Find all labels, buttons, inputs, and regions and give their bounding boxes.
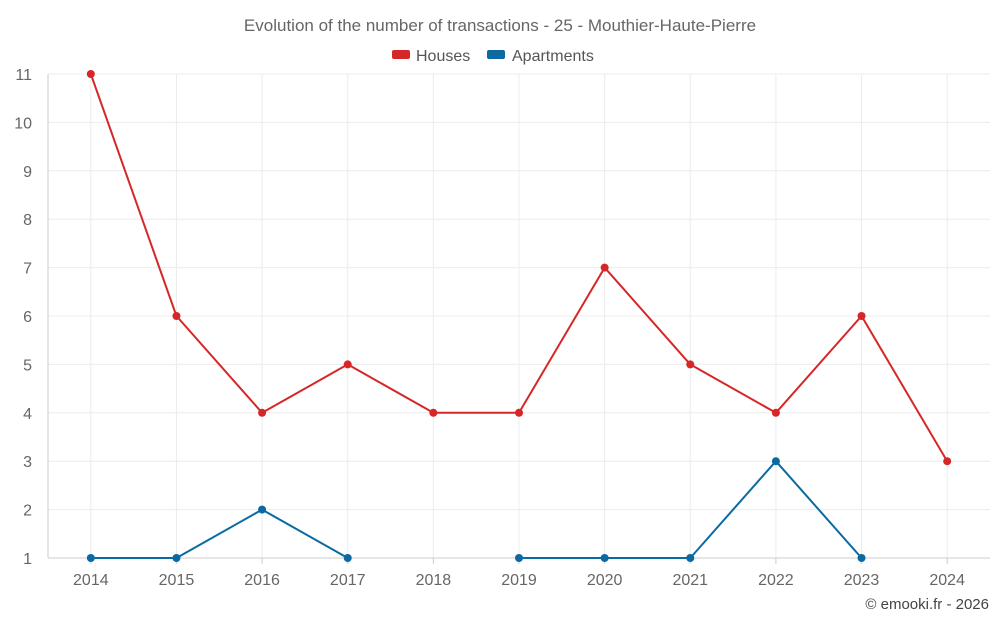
data-point-apartments[interactable]	[258, 505, 267, 514]
x-axis-labels: 2014 2015 2016 2017 2018 2019 2020 2021 2022 2023…	[73, 572, 965, 589]
legend-label-apartments[interactable]: Apartments	[512, 48, 594, 65]
data-point-apartments[interactable]	[343, 554, 352, 562]
data-point-houses[interactable]	[343, 360, 352, 369]
x-tick-label: 2019	[501, 572, 537, 589]
data-point-houses[interactable]	[600, 263, 609, 272]
x-tick-label: 2018	[416, 572, 452, 589]
data-point-houses[interactable]	[258, 408, 267, 417]
x-tick-label: 2017	[330, 572, 366, 589]
data-point-apartments[interactable]	[600, 554, 609, 562]
data-point-houses[interactable]	[429, 408, 438, 417]
y-tick-label: 11	[15, 67, 32, 84]
x-tick-label: 2015	[159, 572, 195, 589]
x-tick-label: 2020	[587, 572, 623, 589]
data-point-houses[interactable]	[771, 408, 780, 417]
y-tick-label: 8	[23, 212, 32, 229]
x-tick-label: 2021	[672, 572, 708, 589]
data-point-houses[interactable]	[86, 70, 95, 78]
data-point-houses[interactable]	[515, 408, 523, 417]
y-axis-labels: 1 2 3 4 5 6 7 8 9 10 11	[14, 67, 32, 568]
y-tick-label: 3	[23, 454, 32, 471]
x-tick-label: 2024	[929, 572, 965, 589]
series-line-apartments	[90, 508, 349, 559]
legend: Houses Apartments	[392, 48, 594, 65]
x-tick-label: 2023	[844, 572, 880, 589]
data-point-apartments[interactable]	[172, 554, 181, 562]
legend-swatch-houses	[392, 50, 410, 59]
data-point-houses[interactable]	[857, 312, 866, 320]
grid	[48, 73, 990, 558]
x-tick-label: 2014	[73, 572, 109, 589]
y-tick-label: 10	[14, 115, 32, 132]
credit-text: © emooki.fr - 2026	[865, 596, 989, 613]
y-tick-label: 1	[23, 551, 32, 568]
data-point-apartments[interactable]	[515, 554, 523, 562]
series-points	[86, 70, 952, 562]
chart-title: Evolution of the number of transactions …	[244, 16, 756, 35]
data-point-apartments[interactable]	[86, 554, 95, 562]
x-tick-label: 2016	[244, 572, 280, 589]
y-tick-label: 7	[23, 261, 32, 278]
x-tick-label: 2022	[758, 572, 794, 589]
legend-swatch-apartments	[487, 50, 505, 59]
y-tick-label: 6	[23, 309, 32, 326]
data-point-houses[interactable]	[943, 457, 952, 466]
y-tick-label: 2	[23, 503, 32, 520]
y-tick-label: 4	[23, 406, 32, 423]
data-point-apartments[interactable]	[771, 457, 780, 466]
data-point-houses[interactable]	[686, 360, 695, 369]
legend-label-houses[interactable]: Houses	[416, 48, 470, 65]
y-tick-label: 9	[23, 164, 32, 181]
data-point-apartments[interactable]	[857, 554, 866, 562]
y-tick-label: 5	[23, 357, 32, 374]
data-point-houses[interactable]	[172, 312, 181, 320]
data-point-apartments[interactable]	[686, 554, 695, 562]
